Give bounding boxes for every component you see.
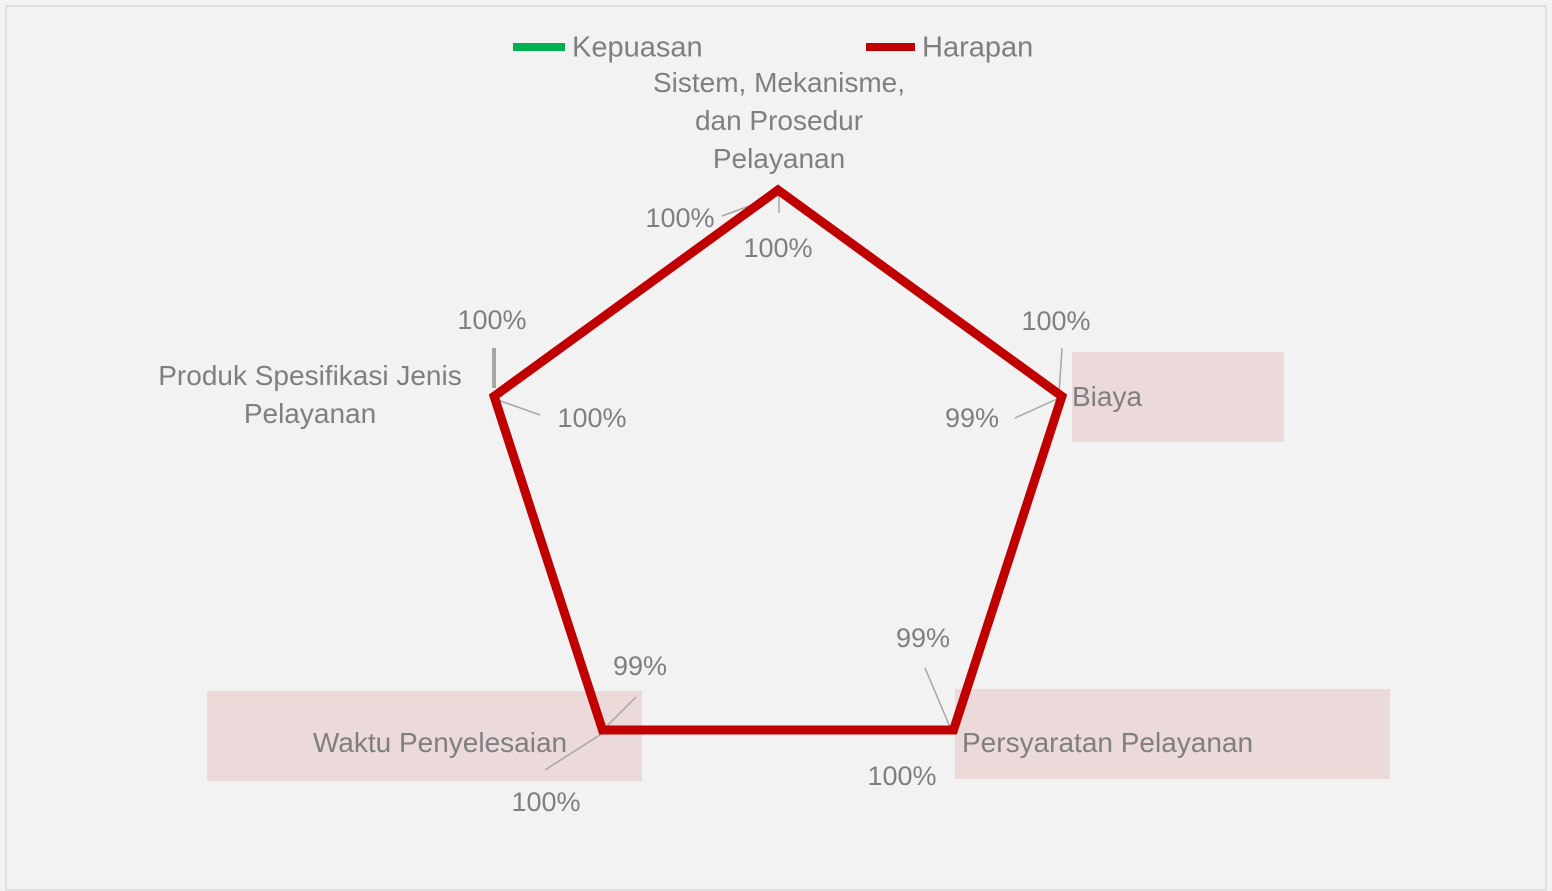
data-label: 100%	[457, 305, 526, 335]
leader-line	[1058, 347, 1063, 395]
highlight-box	[955, 689, 1390, 779]
series-line	[488, 184, 1068, 735]
data-label: 100%	[743, 233, 812, 263]
data-label: 100%	[867, 761, 936, 791]
category-label: Produk Spesifikasi Jenis Pelayanan	[158, 360, 462, 429]
highlight-box	[1072, 352, 1284, 442]
data-label: 100%	[645, 203, 714, 233]
category-label: Persyaratan Pelayanan	[962, 727, 1254, 758]
category-label: Sistem, Mekanisme, dan Prosedur Pelayana…	[652, 67, 906, 174]
legend-label: Kepuasan	[572, 32, 703, 64]
data-label: 100%	[511, 787, 580, 817]
data-label: 99%	[613, 651, 667, 681]
highlight-box	[207, 691, 642, 781]
data-label: 99%	[945, 403, 999, 433]
data-label: 99%	[896, 623, 950, 653]
data-label: 100%	[557, 403, 626, 433]
leader-line	[605, 696, 637, 728]
category-label: Waktu Penyelesaian	[312, 727, 568, 758]
leader-line	[924, 667, 951, 728]
legend-label: Harapan	[922, 32, 1033, 64]
category-label: Biaya	[1072, 381, 1143, 412]
leader-line	[544, 730, 607, 771]
leader-line	[1014, 398, 1058, 419]
leader-line	[497, 399, 541, 416]
data-label: 100%	[1021, 306, 1090, 336]
